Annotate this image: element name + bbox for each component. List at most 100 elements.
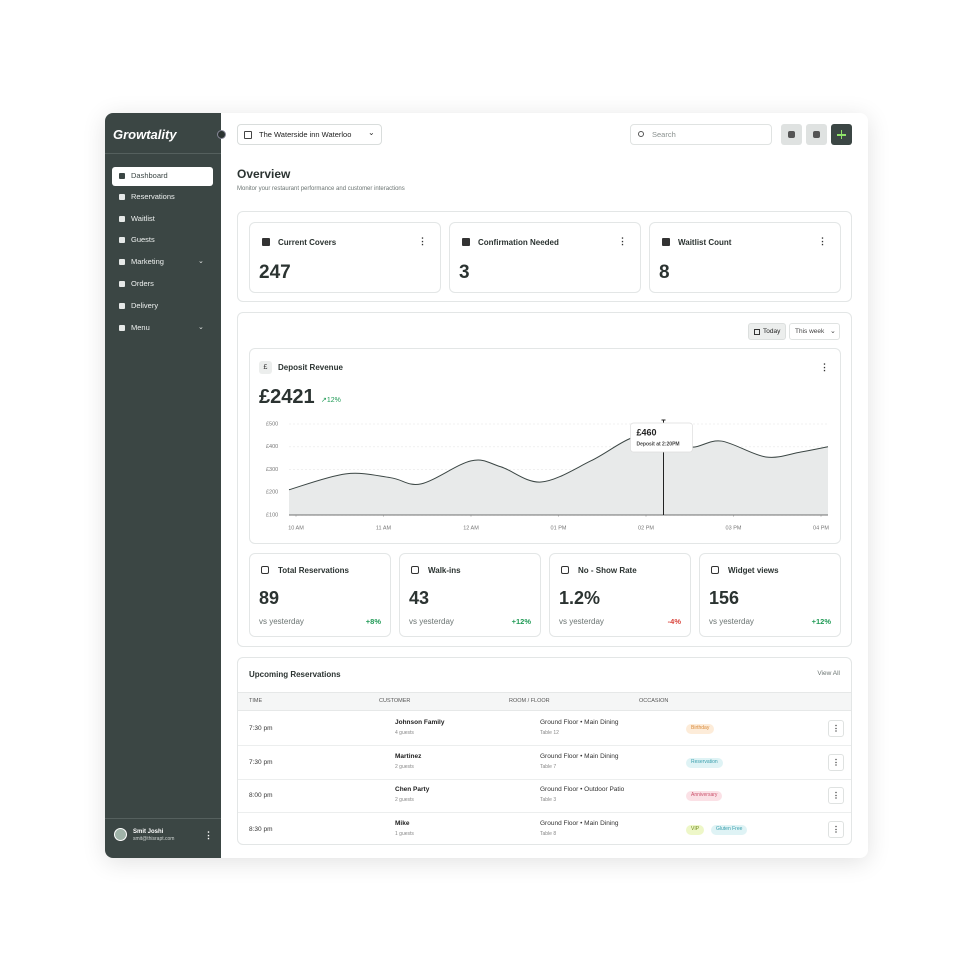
overview-subtitle: Monitor your restaurant performance and …	[237, 186, 405, 192]
summary-card: Confirmation Needed 3 ⋮	[449, 222, 641, 293]
brand: Growtality	[113, 127, 177, 142]
search-input[interactable]: Search	[630, 124, 772, 145]
row-menu[interactable]: ⋮	[828, 753, 844, 771]
card-menu[interactable]: ⋮	[818, 236, 827, 246]
nav-icon	[119, 216, 125, 222]
metric-card: Walk-ins 43 vs yesterday +12%	[399, 553, 541, 637]
table-row: 7:30 pm Johnson Family 4 guests Ground Floo…	[238, 712, 851, 746]
chart-card: £ Deposit Revenue ⋮ £2421 ↗12% £100 £200 £300 £4…	[249, 348, 841, 544]
icon	[788, 131, 795, 138]
nav-item[interactable]: Waitlist	[112, 210, 213, 229]
icon	[813, 131, 820, 138]
chart-icon: £	[259, 361, 272, 374]
sidebar-divider	[105, 818, 221, 819]
metric-label: No - Show Rate	[578, 566, 637, 575]
period-week[interactable]: This week ⌄	[789, 323, 840, 340]
tooltip-text: Deposit at 2:20PM	[637, 441, 680, 447]
nav-item[interactable]: Reservations	[112, 188, 213, 207]
summary-value: 8	[659, 262, 670, 283]
view-all-link[interactable]: View All	[817, 670, 840, 677]
summary-label: Current Covers	[278, 238, 337, 247]
nav-item[interactable]: Orders	[112, 275, 213, 294]
row-guests: 2 guests	[395, 763, 414, 770]
nav-item[interactable]: Guests	[112, 231, 213, 250]
metric-icon	[261, 566, 269, 574]
summary-label: Confirmation Needed	[478, 238, 559, 247]
search-placeholder: Search	[652, 130, 676, 139]
nav-label: Menu	[131, 323, 150, 332]
occasion-tag: Reservation	[686, 757, 723, 768]
metric-change: +12%	[811, 617, 831, 626]
row-customer: Mike	[395, 819, 410, 827]
nav-item[interactable]: Marketing ⌄	[112, 253, 213, 272]
row-room: Ground Floor • Main Dining	[540, 719, 619, 726]
nav-label: Waitlist	[131, 214, 155, 223]
calendar-icon	[754, 329, 760, 335]
row-time: 7:30 pm	[249, 758, 273, 766]
metric-card: Total Reservations 89 vs yesterday +8%	[249, 553, 391, 637]
x-tick-label: 04 PM	[813, 525, 829, 531]
card-menu[interactable]: ⋮	[418, 236, 427, 246]
area-fill	[289, 432, 828, 515]
nav-icon	[119, 259, 125, 265]
venue-select[interactable]: The Waterside inn Waterloo ⌄	[237, 124, 382, 145]
row-table: Table 8	[540, 830, 557, 837]
metric-icon	[561, 566, 569, 574]
row-time: 7:30 pm	[249, 725, 273, 732]
row-guests: 4 guests	[395, 730, 414, 736]
nav-item[interactable]: Dashboard	[112, 167, 213, 186]
table-row: 7:30 pm Martinez 2 guests Ground Floor • Ma…	[238, 746, 851, 780]
x-tick-label: 02 PM	[638, 525, 654, 531]
reservations-panel: Upcoming Reservations View All TIME CUSTOME…	[237, 657, 852, 845]
settings-button[interactable]	[806, 124, 827, 145]
row-menu[interactable]: ⋮	[828, 787, 844, 804]
nav-item[interactable]: Delivery	[112, 297, 213, 316]
collapse-button[interactable]	[217, 130, 226, 139]
metric-change: -4%	[667, 617, 681, 626]
nav-item[interactable]: Menu ⌄	[112, 319, 213, 338]
nav-icon	[119, 281, 125, 287]
chart-title: Deposit Revenue	[278, 363, 343, 372]
nav-label: Guests	[131, 235, 155, 244]
row-menu[interactable]: ⋮	[828, 720, 844, 737]
metric-compare: vs yesterday	[409, 617, 454, 626]
chart: £100 £200 £300 £400 £500 10 AM 11 AM 12 AM 01 PM…	[266, 419, 829, 531]
nav-chevron: ⌄	[198, 258, 204, 265]
column-header: TIME	[249, 698, 263, 704]
metric-value: 156	[709, 588, 740, 608]
card-menu[interactable]: ⋮	[618, 236, 627, 246]
tooltip-value: £460	[637, 427, 657, 437]
nav-icon	[119, 325, 125, 331]
chart-menu[interactable]: ⋮	[820, 362, 829, 372]
row-table: Table 7	[540, 763, 557, 770]
chart-change: ↗12%	[321, 397, 341, 404]
nav-chevron: ⌄	[198, 324, 204, 331]
row-menu[interactable]: ⋮	[828, 820, 844, 838]
metric-compare: vs yesterday	[559, 617, 604, 626]
metric-icon	[711, 566, 719, 574]
nav-label: Delivery	[131, 301, 159, 310]
period-chevron: ⌄	[830, 328, 836, 335]
add-button[interactable]	[831, 124, 852, 145]
chart-total: £2421	[259, 386, 315, 408]
period-today[interactable]: Today	[748, 323, 786, 340]
user-menu[interactable]: ⋮	[204, 830, 213, 840]
metric-compare: vs yesterday	[709, 617, 754, 626]
y-tick-label: £300	[266, 467, 278, 473]
metric-value: 43	[409, 588, 430, 608]
occasion-tag: Birthday	[686, 724, 715, 734]
card-icon	[462, 238, 470, 246]
overview-title: Overview	[237, 167, 291, 181]
metric-label: Widget views	[728, 566, 779, 575]
area-line	[288, 432, 829, 491]
venue-icon	[244, 131, 252, 139]
metric-label: Walk-ins	[428, 566, 461, 575]
row-room: Ground Floor • Main Dining	[540, 752, 619, 760]
x-tick-label: 01 PM	[551, 525, 567, 531]
venue-chevron: ⌄	[368, 128, 375, 137]
notifications-button[interactable]	[781, 124, 802, 145]
row-customer: Johnson Family	[395, 719, 445, 726]
summary-card: Waitlist Count 8 ⋮	[649, 222, 841, 293]
summary-card: Current Covers 247 ⋮	[249, 222, 441, 293]
